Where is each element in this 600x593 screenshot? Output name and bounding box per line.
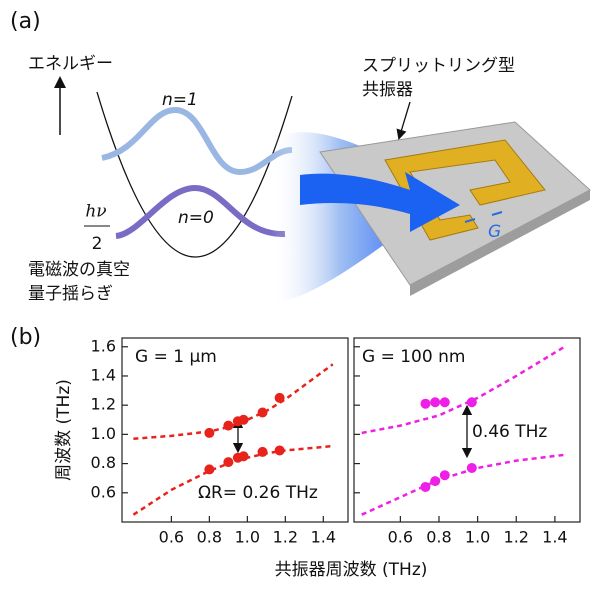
annotation: ΩR= 0.26 THz <box>198 483 318 503</box>
x-tick-label: 1.4 <box>311 528 336 547</box>
y-tick-label: 0.6 <box>91 482 116 501</box>
data-point <box>466 462 477 473</box>
hv-label: hν <box>85 202 106 222</box>
x-tick-label: 1.0 <box>465 528 490 547</box>
plot-frame <box>121 337 349 523</box>
vacuum-label: 電磁波の真空 <box>28 260 130 280</box>
data-point <box>430 476 441 487</box>
resonator-label: 共振器 <box>362 80 413 100</box>
energy-label: エネルギー <box>28 54 113 74</box>
x-tick-label: 1.2 <box>504 528 529 547</box>
x-tick-label: 0.6 <box>159 528 184 547</box>
annotation: G = 1 μm <box>135 347 217 367</box>
data-point <box>420 398 431 409</box>
fit-curve <box>361 453 565 516</box>
n0-label: n=0 <box>178 208 214 228</box>
pointer <box>396 101 411 140</box>
two-label: 2 <box>92 234 103 254</box>
fit-curve <box>361 345 566 435</box>
y-axis-label: 周波数 (THz) <box>54 379 74 481</box>
data-point <box>430 397 441 408</box>
fit-curve <box>133 363 334 441</box>
n1-label: n=1 <box>162 90 198 110</box>
data-point <box>223 457 234 468</box>
x-axis-label: 共振器周波数 (THz) <box>275 560 428 580</box>
annotation: G = 100 nm <box>362 347 465 367</box>
panel-label: (b) <box>10 325 41 350</box>
x-tick-label: 0.6 <box>388 528 413 547</box>
panel-label: (a) <box>10 9 41 34</box>
y-tick-label: 0.8 <box>91 453 116 472</box>
vacuum-label: 量子揺らぎ <box>28 284 113 304</box>
x-tick-label: 1.0 <box>235 528 260 547</box>
data-point <box>274 445 285 456</box>
x-tick-label: 1.4 <box>542 528 567 547</box>
gap-mark <box>491 211 503 216</box>
y-tick-label: 1.6 <box>91 336 116 355</box>
substrate-edge <box>410 190 590 296</box>
data-point <box>439 397 450 408</box>
y-tick-label: 1.2 <box>91 395 116 414</box>
fit-curve <box>132 444 333 516</box>
wave-n1 <box>101 106 293 176</box>
x-tick-label: 0.8 <box>197 528 222 547</box>
y-tick-label: 1.0 <box>91 424 116 443</box>
y-tick-label: 1.4 <box>91 365 116 384</box>
beam-arrow <box>300 172 460 232</box>
annotation: 0.46 THz <box>472 422 547 442</box>
gap-label: G <box>488 222 501 242</box>
resonator-label: スプリットリング型 <box>362 56 515 76</box>
potential <box>96 91 293 258</box>
gap-mark <box>464 218 476 223</box>
x-tick-label: 1.2 <box>273 528 298 547</box>
data-point <box>204 427 215 438</box>
wave-n0 <box>115 184 286 239</box>
plot-frame <box>353 337 581 523</box>
x-tick-label: 0.8 <box>426 528 451 547</box>
